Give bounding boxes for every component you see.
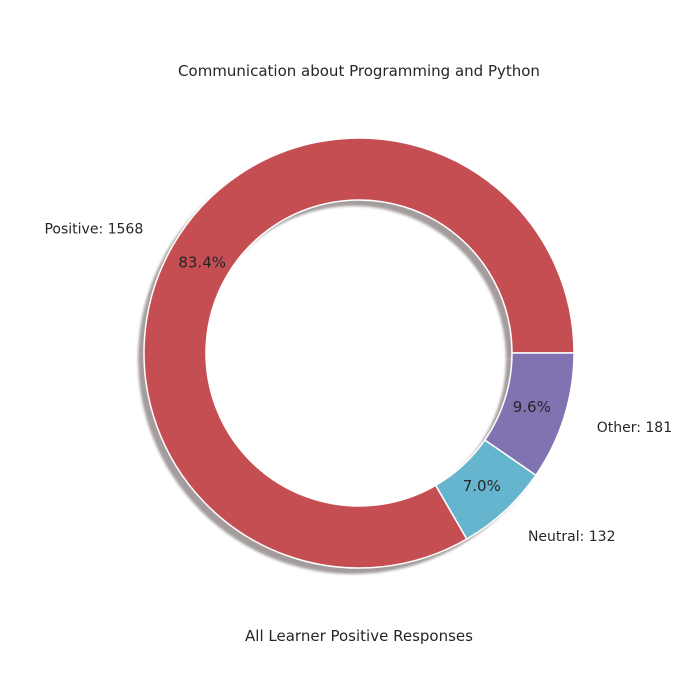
slice-label-neutral: Neutral: 132 <box>528 529 616 545</box>
slice-positive <box>143 137 575 569</box>
slice-other <box>484 352 575 476</box>
pct-label-positive: 83.4% <box>178 254 226 272</box>
pct-label-neutral: 7.0% <box>463 477 501 495</box>
slice-label-other: Other: 181 <box>597 420 672 436</box>
chart-slices <box>143 137 575 569</box>
slice-label-positive: Positive: 1568 <box>44 222 143 238</box>
pct-label-other: 9.6% <box>513 398 551 416</box>
chart-labels: Positive: 1568 83.4% Neutral: 132 7.0% Other… <box>44 222 672 545</box>
chart-title: Communication about Programming and Pyth… <box>178 62 540 80</box>
x-axis-label: All Learner Positive Responses <box>245 627 473 645</box>
